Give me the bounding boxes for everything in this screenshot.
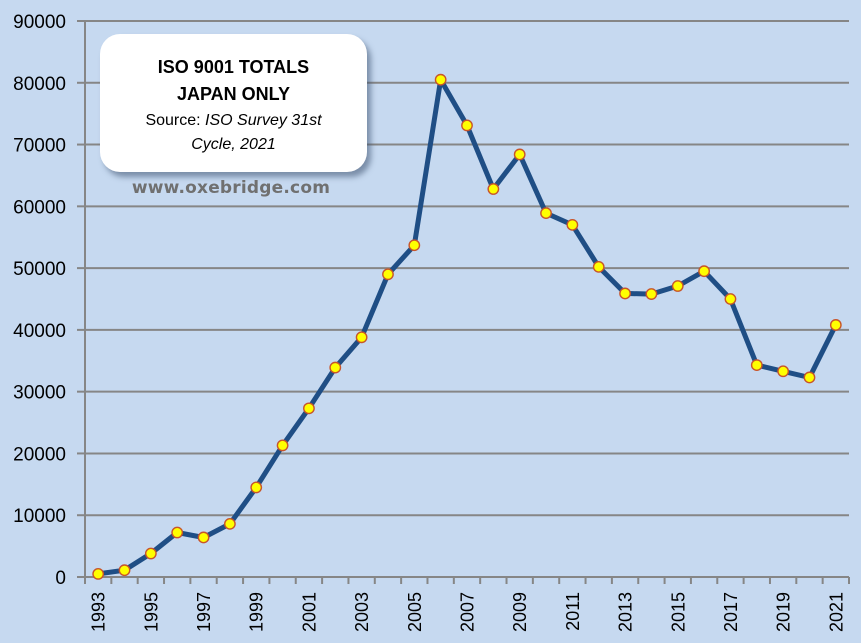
data-point-2000: [276, 439, 289, 452]
data-point-2013: [619, 287, 631, 300]
data-point-2002: [329, 361, 342, 374]
data-point-2015: [671, 280, 684, 292]
data-point-2007: [461, 119, 473, 132]
data-point-2021: [829, 319, 842, 331]
chart-source: Source: ISO Survey 31st: [100, 109, 367, 132]
x-tick-label: 2013: [616, 592, 636, 632]
x-tick-label: 2009: [510, 592, 530, 632]
data-markers: [92, 73, 842, 580]
x-tick-label: 2003: [352, 592, 372, 632]
source-label: Source:: [145, 112, 206, 129]
data-point-2011: [566, 218, 579, 231]
x-tick-labels: 1993 1995 1997 1999 2001 2003 2005 2007 2009 2011…: [89, 592, 847, 632]
data-point-2020: [803, 371, 816, 384]
source-text-line1: ISO Survey 31st: [205, 112, 322, 129]
chart-subtitle: JAPAN ONLY: [176, 84, 291, 104]
y-tick-labels: 0 10000 20000 30000 40000 50000 60000 70000 8000…: [13, 12, 66, 589]
y-tick-label: 80000: [13, 74, 66, 95]
chart-title: ISO 9001 TOTALS: [157, 57, 310, 77]
x-tick-label: 1997: [194, 592, 214, 632]
data-point-2019: [777, 365, 790, 378]
data-point-2008: [487, 183, 500, 195]
data-point-2001: [303, 402, 315, 415]
y-tick-label: 70000: [13, 136, 66, 157]
data-point-1993: [92, 568, 105, 580]
x-tick-label: 2005: [405, 592, 425, 632]
y-tick-label: 40000: [13, 321, 66, 342]
data-point-1996: [171, 526, 184, 539]
data-point-2010: [540, 207, 552, 220]
x-tick-label: 2001: [299, 592, 319, 632]
data-point-2016: [698, 265, 711, 278]
y-tick-label: 60000: [13, 197, 66, 218]
data-point-2012: [592, 260, 605, 273]
data-point-2009: [513, 148, 526, 161]
data-point-2003: [355, 331, 368, 344]
data-point-2018: [750, 359, 763, 372]
axes: [77, 20, 850, 584]
watermark-url: www.oxebridge.com: [131, 178, 331, 198]
x-tick-label: 2019: [774, 592, 794, 632]
x-tick-label: 2011: [563, 592, 583, 631]
x-tick-label: 1999: [247, 592, 267, 632]
chart-source-line2: Cycle, 2021: [100, 133, 367, 156]
x-tick-label: 1993: [89, 592, 109, 632]
y-tick-label: 10000: [13, 506, 66, 527]
data-point-1998: [223, 517, 236, 530]
data-point-2006: [434, 73, 447, 86]
data-point-2017: [724, 293, 737, 305]
x-tick-label: 2007: [458, 592, 478, 632]
source-text-line2: Cycle, 2021: [191, 136, 276, 153]
data-point-1994: [118, 564, 131, 577]
y-tick-label: 30000: [13, 383, 66, 404]
y-tick-label: 50000: [13, 259, 66, 280]
y-tick-label: 90000: [13, 12, 66, 33]
x-tick-label: 2015: [668, 592, 688, 632]
x-tick-label: 2017: [721, 592, 741, 632]
data-point-2014: [645, 288, 658, 300]
data-point-1995: [144, 547, 157, 560]
x-tick-label: 2021: [826, 592, 846, 632]
data-point-1997: [197, 531, 210, 544]
y-tick-label: 20000: [13, 444, 66, 465]
data-point-1999: [250, 481, 263, 494]
data-point-2005: [408, 239, 421, 252]
x-tick-label: 1995: [141, 592, 161, 632]
chart-title-callout: ISO 9001 TOTALS JAPAN ONLY Source: ISO S…: [100, 34, 367, 172]
y-tick-label: 0: [55, 568, 66, 589]
data-point-2004: [382, 268, 394, 281]
